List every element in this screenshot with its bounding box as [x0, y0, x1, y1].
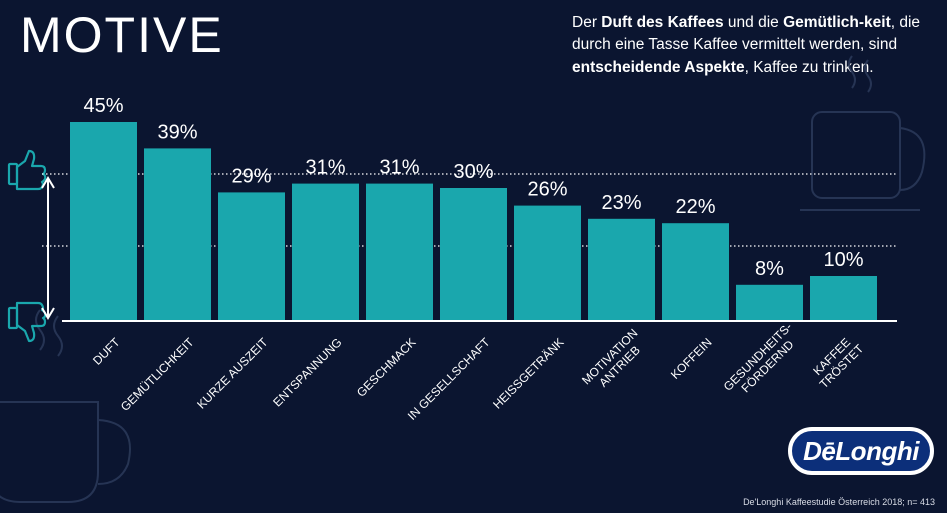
data-label: 8% [755, 258, 784, 280]
bar [514, 205, 581, 320]
headline-segment: , Kaffee zu trinken. [744, 58, 874, 76]
data-label: 30% [453, 161, 493, 183]
bar [144, 148, 211, 320]
category-label: GESCHMACK [354, 335, 419, 400]
bar [588, 218, 655, 320]
delonghi-logo: DēLonghi [787, 426, 935, 476]
thumbs-up-icon [7, 149, 47, 191]
headline-segment: , die durch eine Tasse Kaffee vermittelt… [572, 14, 921, 54]
headline-text: Der Duft des Kaffees und die Gemütlich-k… [572, 12, 922, 79]
coffee-cup-icon [0, 309, 131, 503]
category-label: HEISSGETRÄNK [490, 335, 566, 411]
category-label-line: IN GESELLSCHAFT [405, 335, 493, 423]
data-label: 10% [823, 249, 863, 271]
bar [292, 183, 359, 320]
coffee-cup-icon [800, 55, 926, 211]
headline-segment: Duft des Kaffees [601, 14, 724, 31]
category-label-line: KOFFEIN [668, 335, 715, 382]
data-labels: 45% 39% 29% 31% 31% 30% 26% 23% 22% 8% 10% [83, 95, 863, 280]
headline-segment: Gemütlich-keit [783, 14, 891, 31]
category-label-line: ENTSPANNUNG [270, 335, 344, 409]
category-label: IN GESELLSCHAFT [405, 335, 493, 423]
thumbs-down-icon [7, 301, 47, 343]
category-label-line: HEISSGETRÄNK [490, 335, 566, 411]
range-arrow [41, 176, 55, 320]
bar [440, 188, 507, 320]
category-label: KURZE AUSZEIT [194, 335, 271, 412]
bars [70, 122, 877, 320]
data-label: 31% [305, 157, 345, 179]
category-label-line: GEMÜTLICHKEIT [118, 335, 197, 414]
data-label: 39% [157, 121, 197, 143]
bar [810, 276, 877, 320]
category-label: ENTSPANNUNG [270, 335, 344, 409]
category-label: MOTIVATIONANTRIEB [579, 326, 650, 397]
headline-segment: Der [572, 14, 602, 31]
category-label: KAFFEETRÖSTET [807, 331, 867, 391]
bar [218, 192, 285, 320]
headline-segment: entscheidende Aspekte [572, 58, 745, 76]
category-label-line: GESCHMACK [354, 335, 419, 400]
data-label: 45% [83, 95, 123, 117]
source-note: De'Longhi Kaffeestudie Österreich 2018; … [743, 497, 935, 507]
headline-segment: und die [723, 14, 784, 31]
data-label: 31% [379, 157, 419, 179]
data-label: 29% [231, 165, 271, 187]
category-label-line: KURZE AUSZEIT [194, 335, 271, 412]
data-label: 22% [675, 196, 715, 218]
page-title: MOTIVE [20, 7, 224, 63]
category-label: GESUNDHEITS-FÖRDERND [721, 320, 805, 404]
bar [736, 284, 803, 320]
category-label: KOFFEIN [668, 335, 715, 382]
data-label: 26% [527, 179, 567, 201]
category-label: GEMÜTLICHKEIT [118, 335, 197, 414]
data-label: 23% [601, 192, 641, 214]
bar [366, 183, 433, 320]
category-label: DUFT [90, 335, 123, 368]
bar [70, 122, 137, 320]
category-label-line: DUFT [90, 335, 123, 368]
bar [662, 223, 729, 320]
logo-text: DēLonghi [803, 436, 919, 466]
